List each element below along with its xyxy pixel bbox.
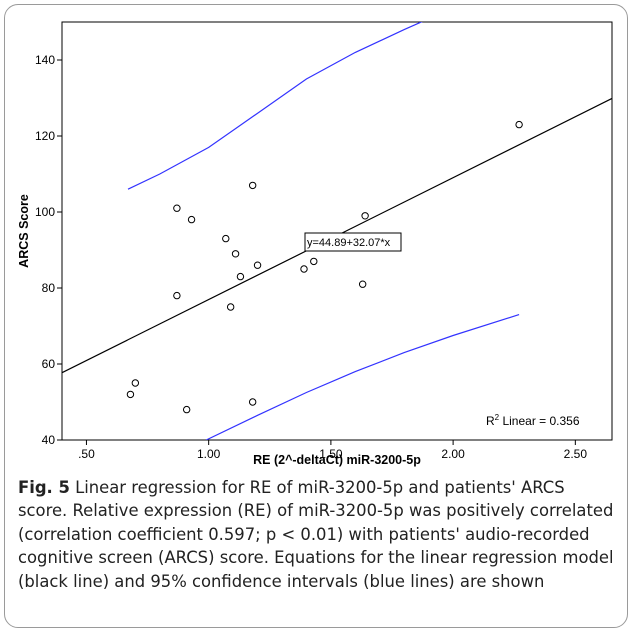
y-axis-title: ARCS Score: [17, 194, 31, 268]
figure-caption: Fig. 5 Linear regression for RE of miR-3…: [18, 476, 616, 593]
data-point: [231, 250, 240, 258]
r-squared-suffix: Linear = 0.356: [499, 414, 580, 428]
data-point: [361, 212, 369, 220]
data-point: [187, 215, 196, 224]
equation-label-box: [304, 232, 402, 252]
r-squared-label: R2 Linear = 0.356: [486, 413, 580, 428]
equation-box: y=44.89+32.07*x: [304, 232, 402, 252]
data-point: [358, 280, 367, 288]
y-tick-label: 80: [42, 281, 56, 295]
y-tick-label: 120: [35, 129, 55, 143]
x-tick-label: 1.00: [197, 447, 221, 461]
data-point: [131, 379, 140, 387]
y-tick-label: 40: [42, 433, 56, 447]
data-point: [236, 272, 245, 281]
confidence-lower-line: [205, 314, 520, 440]
data-point: [226, 303, 235, 311]
y-tick-label: 100: [35, 205, 55, 219]
data-point: [222, 234, 230, 243]
data-point: [173, 291, 181, 300]
x-axis-title: RE (2^-deltaCt) miR-3200-5p: [253, 453, 421, 467]
r-squared-sup: 2: [495, 413, 500, 422]
data-point: [173, 204, 181, 212]
data-point: [515, 120, 523, 129]
x-axis: .50 1.00 1.50 2.00 2.50: [78, 440, 587, 461]
x-tick-label: .50: [78, 447, 95, 461]
caption-label: Fig. 5: [18, 478, 70, 497]
data-point: [253, 261, 262, 269]
data-point: [182, 405, 191, 414]
data-point: [300, 265, 308, 273]
data-point: [248, 181, 257, 190]
y-axis: 40 60 80 100 120 140: [35, 53, 62, 447]
caption-text: Linear regression for RE of miR-3200-5p …: [18, 478, 614, 591]
plot-area: [61, 21, 613, 441]
y-tick-label: 60: [42, 357, 56, 371]
y-tick-label: 140: [35, 53, 55, 67]
equation-label: y=44.89+32.07*x: [307, 237, 391, 249]
x-tick-label: 2.00: [441, 447, 465, 461]
r-squared-prefix: R: [486, 414, 495, 428]
x-tick-label: 1.50: [319, 447, 343, 461]
data-point: [126, 390, 135, 399]
data-points: [126, 120, 523, 414]
confidence-upper-line: [127, 22, 423, 190]
x-tick-label: 2.50: [564, 447, 588, 461]
data-point: [310, 257, 318, 266]
data-point: [248, 398, 257, 406]
